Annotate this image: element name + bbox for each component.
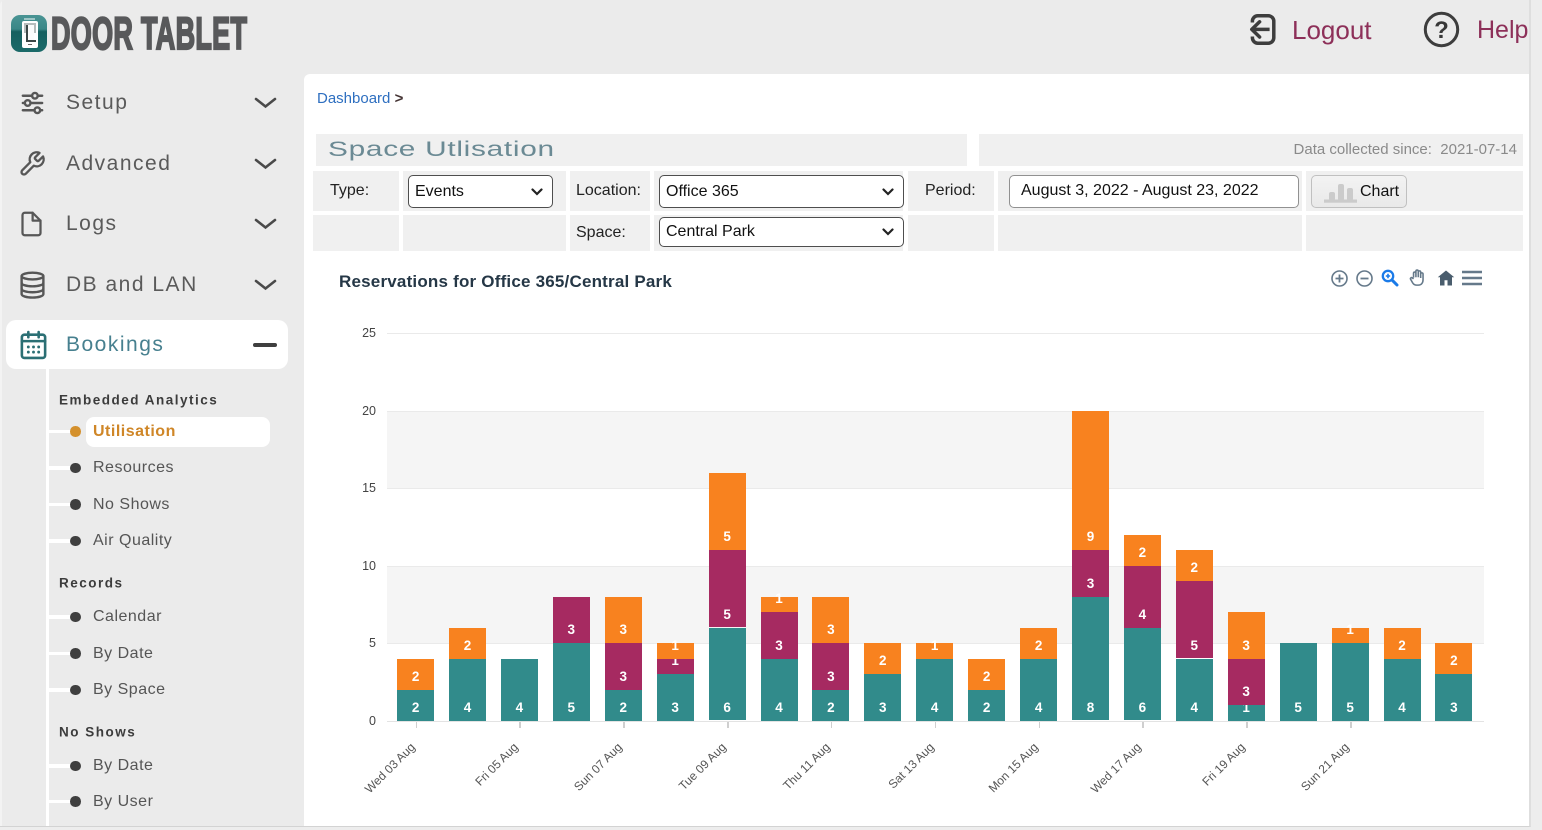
svg-text:?: ? (1434, 17, 1449, 44)
